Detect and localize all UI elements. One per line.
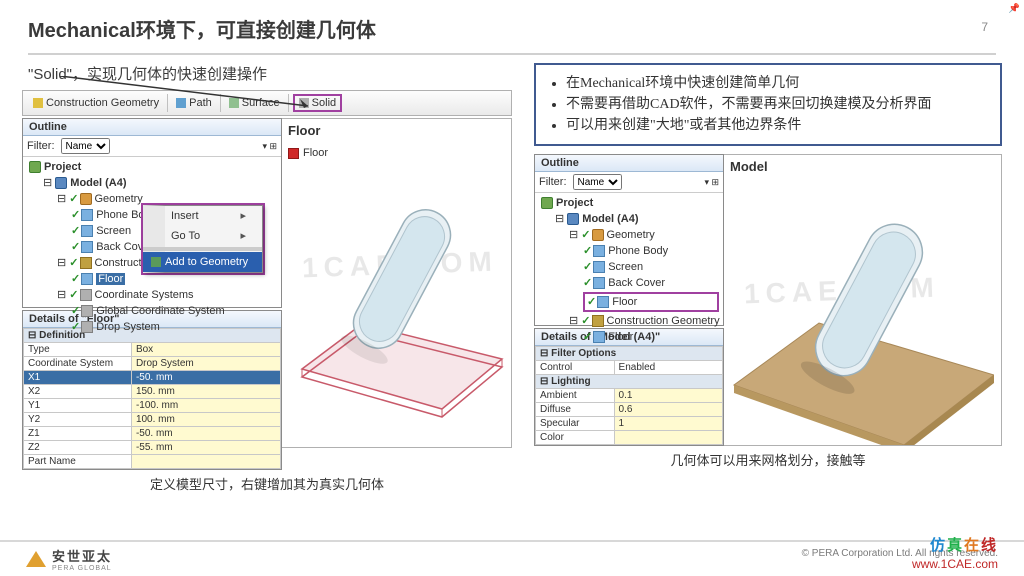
tree-project-r: Project xyxy=(556,197,593,209)
details-row[interactable]: Z1-50. mm xyxy=(24,427,281,441)
tree-cg-floor-r: Floor xyxy=(608,331,633,343)
bullet-2: 不需要再借助CAD软件，不需要再来回切换建模及分析界面 xyxy=(566,94,988,115)
filter-label-left: Filter: xyxy=(27,140,55,152)
tree-body-backcover-r: Back Cover xyxy=(608,277,665,289)
tree-gcs: Global Coordinate System xyxy=(96,305,224,317)
tree-project: Project xyxy=(44,161,81,173)
caption-right: 几何体可以用来网格划分，接触等 xyxy=(534,450,1002,469)
ctx-insert[interactable]: Insert xyxy=(165,206,262,226)
tree-floor-selected[interactable]: Floor xyxy=(96,273,125,285)
context-menu[interactable]: Insert Go To Add to Geometry xyxy=(143,205,263,273)
details-row[interactable]: Specular1 xyxy=(536,417,723,431)
bullet-3: 可以用来创建"大地"或者其他边界条件 xyxy=(566,115,988,136)
toolbar: Construction Geometry Path Surface Solid xyxy=(22,90,512,116)
page-number: 7 xyxy=(981,20,988,34)
details-row[interactable]: TypeBox xyxy=(24,343,281,357)
tree-body-phone-r: Phone Body xyxy=(608,245,668,257)
outline-panel-left: Outline📌 Filter: Name ▾ ⊞ Project ⊟ Mode… xyxy=(22,118,282,308)
tree-body-screen: Screen xyxy=(96,225,131,237)
floor-wireframe xyxy=(302,324,502,409)
logo-icon xyxy=(26,551,46,567)
tree-model-r: Model (A4) xyxy=(582,213,638,225)
details-row[interactable]: ControlEnabled xyxy=(536,361,723,375)
company-name-cn: 安世亚太 xyxy=(52,546,112,565)
details-table-left: ⊟ Definition TypeBoxCoordinate SystemDro… xyxy=(23,328,281,469)
solid-callout-desc: 实现几何体的快速创建操作 xyxy=(87,67,267,83)
caption-left: 定义模型尺寸，右键增加其为真实几何体 xyxy=(22,474,512,493)
details-row[interactable]: Y2100. mm xyxy=(24,413,281,427)
filter-label-right: Filter: xyxy=(539,176,567,188)
details-row[interactable]: Color xyxy=(536,431,723,445)
path-button[interactable]: Path xyxy=(172,96,216,110)
cae-link: 仿真在线 xyxy=(930,538,998,554)
surface-button[interactable]: Surface xyxy=(225,96,284,110)
footer: 安世亚太 PERA GLOBAL 仿真在线 © PERA Corporation… xyxy=(0,540,1024,576)
solid-callout: "Solid"，实现几何体的快速创建操作 xyxy=(28,63,512,84)
tree-geometry-r: Geometry xyxy=(607,229,655,241)
details-row[interactable]: Ambient0.1 xyxy=(536,389,723,403)
solid-callout-label: "Solid"， xyxy=(28,66,87,83)
tree-right[interactable]: Project ⊟ Model (A4) ⊟ ✓Geometry ✓Phone … xyxy=(535,193,723,325)
outline-title-left: Outline xyxy=(29,121,67,133)
outline-title-right: Outline xyxy=(541,157,579,169)
details-row[interactable]: Diffuse0.6 xyxy=(536,403,723,417)
pin-icon[interactable]: 📌 xyxy=(1009,3,1020,14)
right-column: 在Mechanical环境中快速创建简单几何 不需要再借助CAD软件，不需要再来… xyxy=(534,63,1002,493)
company-name-en: PERA GLOBAL xyxy=(52,565,112,572)
header: Mechanical环境下，可直接创建几何体 xyxy=(0,0,1024,49)
filter-expand-icon[interactable]: ▾ ⊞ xyxy=(704,177,719,188)
filter-select-right[interactable]: Name xyxy=(573,174,622,190)
viewport-left[interactable]: Floor Floor 1CAE.COM xyxy=(282,118,512,448)
lighting-header: Lighting xyxy=(551,376,590,387)
details-row[interactable]: Y1-100. mm xyxy=(24,399,281,413)
tree-coord: Coordinate Systems xyxy=(95,289,194,301)
tree-geometry: Geometry xyxy=(95,193,143,205)
outline-panel-right: Outline📌 Filter: Name ▾ ⊞ Project ⊟ Mode… xyxy=(534,154,724,326)
tree-body-screen-r: Screen xyxy=(608,261,643,273)
tree-left[interactable]: Project ⊟ Model (A4) ⊟ ✓Geometry ✓Phone … xyxy=(23,157,281,307)
filter-options-header: Filter Options xyxy=(551,348,616,359)
viewport-right[interactable]: Model 1CAE.COM xyxy=(724,154,1002,446)
feature-bullets: 在Mechanical环境中快速创建简单几何 不需要再借助CAD软件，不需要再来… xyxy=(534,63,1002,146)
logo: 安世亚太 PERA GLOBAL xyxy=(26,546,112,572)
left-column: "Solid"，实现几何体的快速创建操作 Construction Geomet… xyxy=(22,63,512,493)
tree-ds: Drop System xyxy=(96,321,160,333)
details-row[interactable]: Part Name xyxy=(24,455,281,469)
details-table-right: ⊟ Filter Options ControlEnabled ⊟ Lighti… xyxy=(535,346,723,445)
cae-url: www.1CAE.com xyxy=(802,557,998,571)
tree-model: Model (A4) xyxy=(70,177,126,189)
ctx-goto[interactable]: Go To xyxy=(165,226,262,246)
details-row[interactable]: Z2-55. mm xyxy=(24,441,281,455)
solid-button[interactable]: Solid xyxy=(293,94,342,112)
page-title: Mechanical环境下，可直接创建几何体 xyxy=(28,14,996,43)
tree-cg-r: Construction Geometry xyxy=(607,315,720,327)
filter-select-left[interactable]: Name xyxy=(61,138,110,154)
details-row[interactable]: X1-50. mm xyxy=(24,371,281,385)
construction-geometry-button[interactable]: Construction Geometry xyxy=(29,96,163,110)
details-row[interactable]: Coordinate SystemDrop System xyxy=(24,357,281,371)
details-panel-right: Details of "Model (A4)"📌 ⊟ Filter Option… xyxy=(534,328,724,446)
details-row[interactable]: X2150. mm xyxy=(24,385,281,399)
tree-body-floor-r: Floor xyxy=(612,296,637,308)
bullet-1: 在Mechanical环境中快速创建简单几何 xyxy=(566,73,988,94)
filter-expand-icon[interactable]: ▾ ⊞ xyxy=(262,141,277,152)
ctx-add-to-geometry[interactable]: Add to Geometry xyxy=(143,252,262,272)
